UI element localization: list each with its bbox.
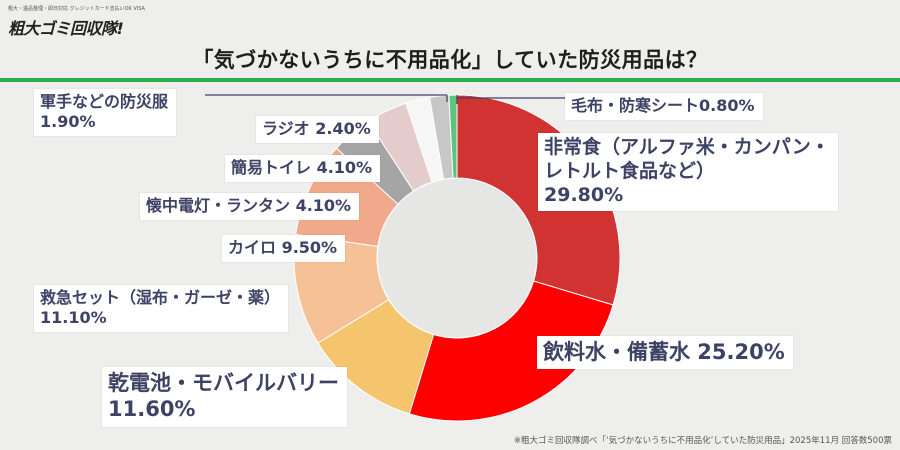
slice-value: 1.90% xyxy=(40,112,96,131)
slice-label-text: カイロ 9.50% xyxy=(228,238,338,257)
slice-label-text: 簡易トイレ 4.10% xyxy=(231,158,373,177)
slice-value: 29.80% xyxy=(544,183,624,206)
slice-label-1: 非常食（アルファ米・カンパン・ レトルト食品など） 29.80% xyxy=(538,133,838,212)
slice-label-4: 救急セット（湿布・ガーゼ・薬） 11.10% xyxy=(34,285,289,332)
slice-label-text: ラジオ 2.40% xyxy=(262,119,371,138)
brand-tagline: 粗大・遺品整理・即日対応 クレジットカード支払いOK VISA xyxy=(8,6,145,12)
slice-label-text: 非常食（アルファ米・カンパン・ xyxy=(544,136,830,158)
page-title: 「気づかないうちに不用品化」していた防災用品は？ xyxy=(192,48,708,72)
title-divider xyxy=(0,78,900,82)
slice-label-text: 飲料水・備蓄水 25.20% xyxy=(543,340,785,364)
slice-label-6: 懐中電灯・ランタン 4.10% xyxy=(140,193,360,220)
footer-note: ※粗大ゴミ回収隊調べ「‘気づかないうちに不用品化’していた防災用品」2025年1… xyxy=(513,436,892,446)
slice-label-3: 乾電池・モバイルバリー 11.60% xyxy=(102,367,347,427)
slice-label-text: 軍手などの防災服 xyxy=(40,92,169,111)
slice-label-2: 飲料水・備蓄水 25.20% xyxy=(537,336,793,370)
slice-10 xyxy=(448,94,458,179)
brand-logo: 粗大・遺品整理・即日対応 クレジットカード支払いOK VISA 粗大ゴミ回収隊! xyxy=(8,5,178,39)
slice-label-text: レトルト食品など） xyxy=(544,159,716,182)
slice-value: 11.10% xyxy=(40,308,107,327)
slice-label-7: 簡易トイレ 4.10% xyxy=(225,155,381,182)
slice-label-text: 懐中電灯・ランタン 4.10% xyxy=(146,196,352,215)
slice-label-text: 毛布・防寒シート0.80% xyxy=(571,96,755,115)
slice-label-5: カイロ 9.50% xyxy=(222,235,346,262)
slice-label-8: ラジオ 2.40% xyxy=(256,116,379,143)
slice-value: 11.60% xyxy=(108,397,196,422)
brand-name: 粗大ゴミ回収隊! xyxy=(8,19,124,38)
slice-label-10: 毛布・防寒シート0.80% xyxy=(565,93,763,120)
slice-label-text: 乾電池・モバイルバリー xyxy=(108,371,339,395)
slice-label-text: 救急セット（湿布・ガーゼ・薬） xyxy=(40,288,281,307)
slice-label-9: 軍手などの防災服 1.90% xyxy=(34,89,177,136)
donut-hole xyxy=(378,179,536,337)
